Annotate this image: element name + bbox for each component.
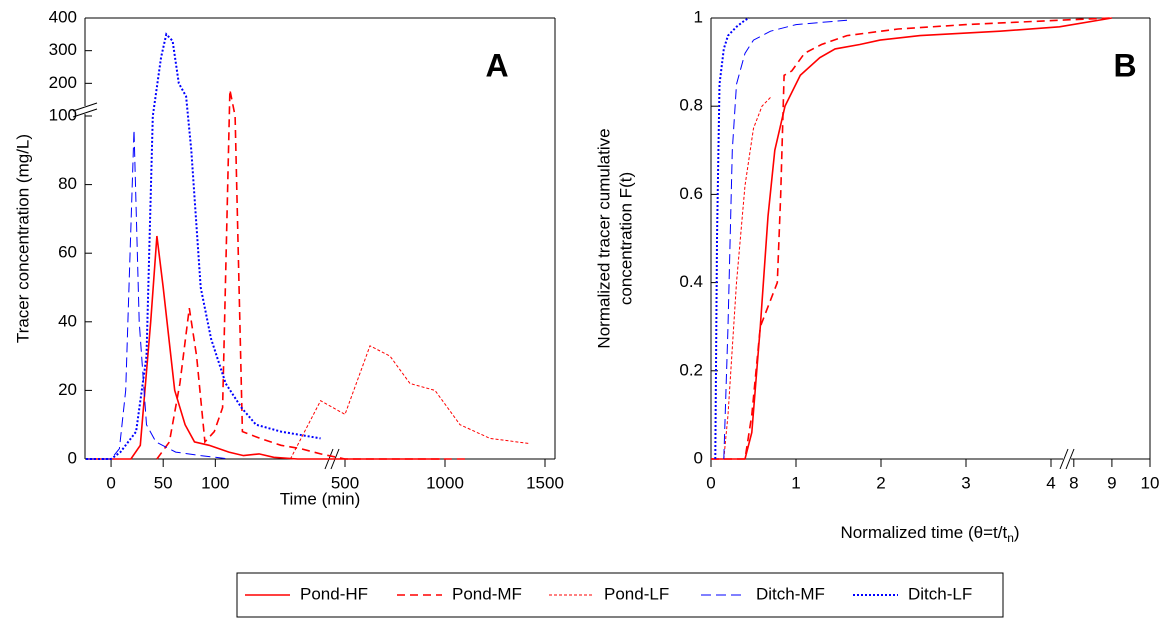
axis-break-gap bbox=[1063, 449, 1071, 469]
legend-label: Ditch-LF bbox=[908, 584, 972, 603]
x-tick-label: 1 bbox=[791, 473, 800, 492]
x-axis-label: Time (min) bbox=[280, 489, 361, 508]
x-tick-label: 0 bbox=[106, 473, 115, 492]
y-tick-label: 0.8 bbox=[679, 96, 703, 115]
y-tick-label: 1 bbox=[694, 7, 703, 26]
series-line bbox=[714, 17, 750, 460]
y-axis-label: Tracer concentration (mg/L) bbox=[13, 134, 32, 343]
axis-break-mark bbox=[1059, 448, 1069, 470]
y-tick-label: 60 bbox=[58, 243, 77, 262]
x-axis-label-text: Normalized time (θ=t/t bbox=[840, 523, 1007, 542]
y-tick-label: 200 bbox=[49, 73, 77, 92]
series-line bbox=[711, 17, 1112, 460]
x-tick-label: 4 bbox=[1046, 473, 1055, 492]
panel-label: A bbox=[485, 47, 508, 83]
series-line bbox=[723, 97, 771, 460]
x-tick-label: 10 bbox=[1141, 473, 1160, 492]
legend-label: Ditch-MF bbox=[756, 584, 825, 603]
series-line bbox=[289, 345, 531, 460]
series-line bbox=[86, 235, 440, 460]
x-axis-label-subscript: n bbox=[1007, 531, 1014, 545]
x-tick-label: 1000 bbox=[426, 473, 464, 492]
series-line bbox=[86, 32, 321, 460]
x-tick-label: 3 bbox=[961, 473, 970, 492]
legend-box bbox=[236, 572, 1004, 618]
series-line bbox=[723, 19, 848, 460]
axis-break-mark bbox=[72, 102, 98, 112]
x-tick-label: 500 bbox=[331, 473, 359, 492]
y-axis-label: Normalized tracer cumulative bbox=[594, 128, 613, 348]
series-line bbox=[86, 129, 230, 460]
y-tick-label: 400 bbox=[49, 7, 77, 26]
y-tick-label: 100 bbox=[49, 105, 77, 124]
y-tick-label: 0.2 bbox=[679, 360, 703, 379]
legend-label: Pond-HF bbox=[300, 584, 368, 603]
series-line bbox=[711, 17, 1113, 460]
series-line bbox=[156, 89, 465, 460]
legend-label: Pond-LF bbox=[604, 584, 669, 603]
x-tick-label: 50 bbox=[154, 473, 173, 492]
axis-break-gap bbox=[75, 106, 95, 114]
x-tick-label: 2 bbox=[876, 473, 885, 492]
x-axis-label: Normalized time (θ=t/tn) bbox=[840, 523, 1019, 545]
panel-label: B bbox=[1113, 47, 1136, 83]
axis-break-mark bbox=[72, 108, 98, 118]
y-axis-label: concentration F(t) bbox=[616, 172, 635, 305]
y-tick-label: 0 bbox=[694, 448, 703, 467]
x-tick-label: 1500 bbox=[526, 473, 564, 492]
x-axis-label-suffix: ) bbox=[1014, 523, 1020, 542]
y-tick-label: 20 bbox=[58, 380, 77, 399]
x-tick-label: 0 bbox=[706, 473, 715, 492]
y-tick-label: 80 bbox=[58, 174, 77, 193]
x-tick-label: 100 bbox=[201, 473, 229, 492]
legend-label: Pond-MF bbox=[452, 584, 522, 603]
y-tick-label: 0.6 bbox=[679, 184, 703, 203]
y-tick-label: 300 bbox=[49, 40, 77, 59]
x-tick-label: 9 bbox=[1107, 473, 1116, 492]
y-tick-label: 0 bbox=[68, 448, 77, 467]
y-tick-label: 40 bbox=[58, 311, 77, 330]
x-tick-label: 8 bbox=[1069, 473, 1078, 492]
axis-break-mark bbox=[1065, 448, 1075, 470]
y-tick-label: 0.4 bbox=[679, 272, 703, 291]
